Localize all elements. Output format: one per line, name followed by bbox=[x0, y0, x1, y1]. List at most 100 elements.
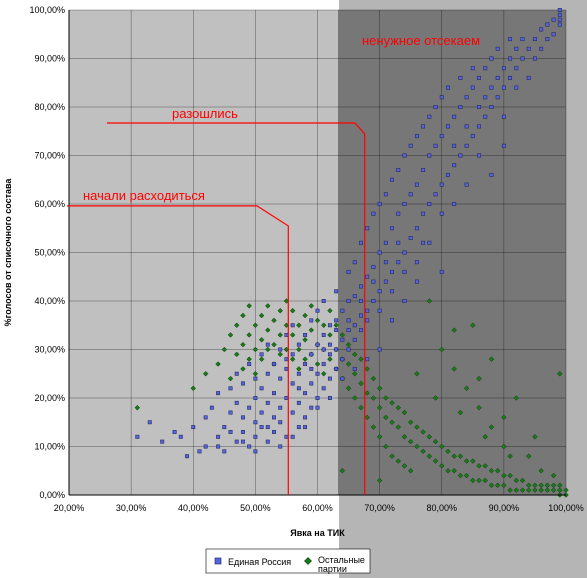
point-others bbox=[221, 346, 228, 353]
point-others bbox=[296, 322, 302, 329]
point-others bbox=[482, 434, 488, 440]
point-er bbox=[514, 85, 519, 90]
point-er bbox=[383, 279, 388, 284]
point-er bbox=[408, 143, 413, 148]
point-er bbox=[185, 454, 189, 459]
point-er bbox=[371, 265, 376, 270]
point-others bbox=[277, 332, 283, 338]
point-others bbox=[265, 327, 271, 333]
legend-box bbox=[205, 548, 371, 574]
point-others bbox=[482, 463, 488, 469]
point-others bbox=[401, 434, 408, 440]
point-others bbox=[532, 434, 538, 440]
point-er bbox=[259, 352, 264, 357]
x-tick-label: 60,00% bbox=[302, 503, 333, 513]
point-er bbox=[346, 328, 351, 333]
legend-swatch-square bbox=[214, 557, 222, 565]
point-others bbox=[445, 467, 451, 474]
point-others bbox=[327, 332, 333, 338]
point-others bbox=[395, 404, 402, 411]
point-er bbox=[483, 66, 488, 71]
point-others bbox=[463, 385, 470, 392]
point-others bbox=[227, 332, 234, 338]
gridlines bbox=[68, 9, 567, 496]
point-er bbox=[253, 396, 258, 400]
point-er bbox=[508, 75, 513, 80]
point-er bbox=[346, 269, 351, 274]
point-others bbox=[557, 482, 563, 489]
point-er bbox=[458, 75, 463, 80]
point-er bbox=[303, 415, 308, 420]
point-others bbox=[476, 404, 482, 411]
point-er bbox=[439, 134, 444, 139]
point-others bbox=[407, 419, 414, 426]
point-others bbox=[370, 375, 377, 382]
y-tick-labels: 0,00% 10,00% 20,00% 30,00% 40,00% 50,00% 60,00… bbox=[29, 5, 65, 500]
point-er bbox=[427, 153, 432, 158]
point-er bbox=[197, 449, 202, 454]
point-others bbox=[358, 380, 364, 387]
point-er bbox=[446, 85, 450, 90]
point-others bbox=[538, 487, 544, 493]
annotation-diverged: разошлись bbox=[172, 106, 238, 121]
point-er bbox=[477, 124, 481, 129]
point-er bbox=[383, 240, 388, 245]
point-er bbox=[557, 8, 562, 12]
point-others bbox=[476, 375, 482, 382]
point-er bbox=[464, 95, 469, 100]
point-others bbox=[476, 463, 482, 469]
point-er bbox=[470, 66, 475, 71]
point-er bbox=[501, 66, 506, 71]
x-tick-labels: 20,00% 30,00% 40,00% 50,00% 60,00% 70,00% 80,0… bbox=[54, 503, 584, 513]
point-er bbox=[421, 240, 426, 245]
legend: Единая Россия Остальные партии bbox=[205, 548, 371, 574]
point-others bbox=[557, 487, 563, 493]
point-others bbox=[308, 327, 315, 333]
point-er bbox=[501, 114, 506, 119]
point-er bbox=[377, 347, 382, 352]
point-others bbox=[389, 400, 395, 406]
y-tick-label: 100,00% bbox=[29, 5, 65, 15]
point-er bbox=[359, 313, 363, 318]
point-others bbox=[277, 307, 283, 314]
y-tick-label: 70,00% bbox=[34, 151, 65, 161]
point-er bbox=[290, 381, 295, 386]
point-others bbox=[258, 356, 265, 362]
point-er bbox=[539, 46, 544, 51]
point-er bbox=[433, 192, 438, 197]
point-others bbox=[414, 424, 420, 430]
point-others bbox=[438, 346, 445, 353]
point-er bbox=[303, 425, 308, 430]
point-others bbox=[407, 467, 414, 474]
point-er bbox=[327, 352, 332, 357]
point-others bbox=[364, 390, 370, 396]
point-er bbox=[309, 318, 314, 323]
point-others bbox=[494, 467, 501, 474]
point-others bbox=[252, 346, 259, 353]
point-er bbox=[272, 430, 276, 434]
point-er bbox=[470, 85, 475, 90]
point-others bbox=[488, 467, 495, 474]
point-others bbox=[525, 487, 532, 493]
point-others bbox=[557, 370, 563, 377]
point-er bbox=[296, 400, 301, 405]
point-er bbox=[377, 250, 382, 255]
point-others bbox=[339, 467, 346, 474]
point-others bbox=[432, 395, 439, 401]
point-er bbox=[390, 269, 395, 274]
point-er bbox=[408, 236, 413, 240]
point-er bbox=[303, 362, 308, 367]
point-er bbox=[489, 85, 494, 90]
point-er bbox=[427, 202, 432, 206]
point-others bbox=[538, 482, 544, 489]
point-er bbox=[477, 75, 481, 80]
point-er bbox=[359, 328, 363, 333]
point-others bbox=[240, 312, 246, 319]
point-er bbox=[421, 168, 426, 173]
point-er bbox=[477, 105, 481, 109]
point-er bbox=[321, 362, 326, 367]
point-er bbox=[272, 362, 276, 367]
point-others bbox=[352, 370, 358, 377]
point-er bbox=[501, 143, 506, 148]
